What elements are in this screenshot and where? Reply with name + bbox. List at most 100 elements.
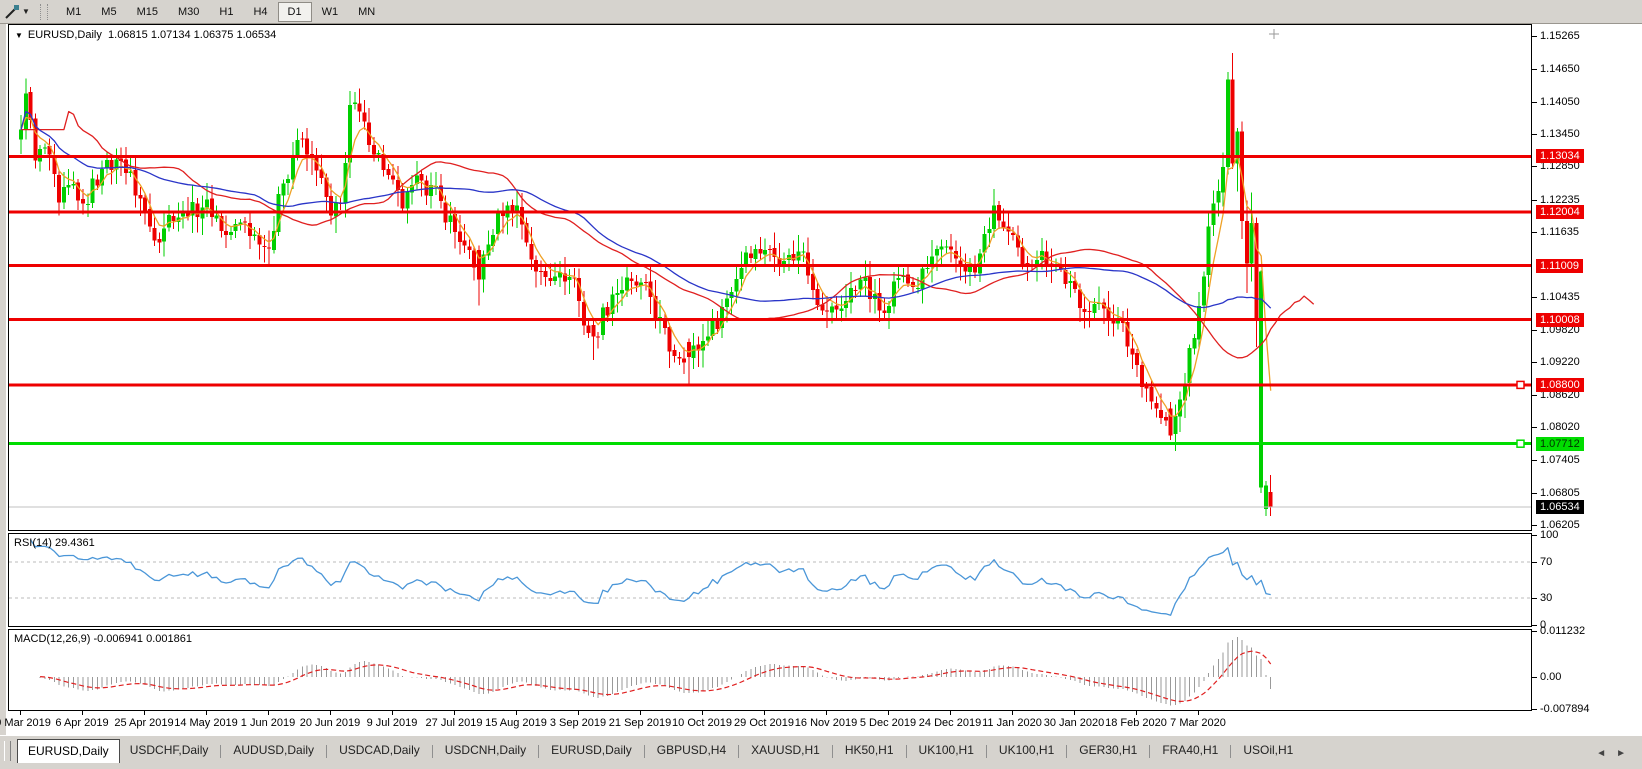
date-label: 27 Jul 2019 <box>425 717 483 729</box>
axis-tick-mark <box>1532 395 1537 396</box>
time-tick-mark <box>764 711 765 715</box>
toolbar-grip[interactable] <box>40 3 48 20</box>
chart-tab-audusd-daily[interactable]: AUDUSD,Daily <box>233 743 315 757</box>
date-label: 10 Oct 2019 <box>672 717 732 729</box>
chart-tabs: EURUSD,Daily USDCHF,Daily AUDUSD,Daily USDC… <box>17 739 1303 763</box>
price-axis-label: 1.09220 <box>1540 356 1580 368</box>
candlestick-chart[interactable] <box>9 25 1531 530</box>
chart-tab-uk100-h1[interactable]: UK100,H1 <box>998 743 1055 757</box>
timeframe-toolbar: ▼ M1 M5 M15 M30 H1 H4 D1 W1 MN <box>0 0 1642 24</box>
date-label: 21 Sep 2019 <box>608 717 672 729</box>
date-label: 14 May 2019 <box>174 717 238 729</box>
chart-symbol-caret[interactable]: ▼ <box>15 31 23 40</box>
date-label: 3 Sep 2019 <box>549 717 607 729</box>
date-label: 20 Jun 2019 <box>299 717 361 729</box>
toolbar-dropdown-caret[interactable]: ▼ <box>22 7 30 16</box>
axis-tick-mark <box>1532 362 1537 363</box>
chart-tab-xauusd-h1[interactable]: XAUUSD,H1 <box>751 743 820 757</box>
chart-symbol-label: EURUSD,Daily <box>27 29 102 41</box>
drawing-tool-icon[interactable] <box>2 3 22 21</box>
macd-label: MACD(12,26,9) -0.006941 0.001861 <box>14 633 192 645</box>
chart-tab-uk100-h1[interactable]: UK100,H1 <box>918 743 974 757</box>
axis-tick-mark <box>1532 677 1537 678</box>
price-axis-label: 1.14650 <box>1540 63 1580 75</box>
timeframe-button-m5[interactable]: M5 <box>101 5 117 18</box>
price-axis-label: 1.12235 <box>1540 194 1580 206</box>
price-axis-label: -0.007894 <box>1540 703 1590 715</box>
tab-scroll-right-icon[interactable]: ► <box>1616 748 1636 759</box>
axis-tick-mark <box>1532 69 1537 70</box>
price-axis[interactable]: 1.15265 1.14650 1.14050 1.13450 1.12850 1.122… <box>1532 24 1642 735</box>
tab-separator <box>538 745 540 758</box>
tabbar-grip[interactable] <box>4 741 11 761</box>
time-tick-mark <box>826 711 827 715</box>
timeframe-button-m1[interactable]: M1 <box>66 5 82 18</box>
axis-tick-mark <box>1532 166 1537 167</box>
chart-tab-usdcad-daily[interactable]: USDCAD,Daily <box>339 743 420 757</box>
time-tick-mark <box>702 711 703 715</box>
chart-tab-usdcnh-daily[interactable]: USDCNH,Daily <box>444 743 527 757</box>
price-axis-label: 0 <box>1540 619 1547 631</box>
current-price-label: 1.06534 <box>1536 500 1584 514</box>
rsi-plot[interactable] <box>9 534 1531 626</box>
rsi-label: RSI(14) 29.4361 <box>14 537 95 549</box>
tab-scroll-left-icon[interactable]: ◄ <box>1596 748 1617 759</box>
chart-tab-fra40-h1[interactable]: FRA40,H1 <box>1162 743 1219 757</box>
chart-tab-eurusd-daily[interactable]: EURUSD,Daily <box>551 743 632 757</box>
chart-tab-hk50-h1[interactable]: HK50,H1 <box>844 743 894 757</box>
time-tick-mark <box>516 711 517 715</box>
tab-separator <box>1230 745 1232 758</box>
price-axis-label: 70 <box>1540 556 1553 568</box>
timeframe-button-mn[interactable]: MN <box>358 5 376 18</box>
time-tick-mark <box>640 711 641 715</box>
macd-plot[interactable] <box>9 630 1531 710</box>
axis-tick-mark <box>1532 200 1537 201</box>
time-tick-mark <box>578 711 579 715</box>
chart-tab-eurusd-daily[interactable]: EURUSD,Daily <box>17 739 120 763</box>
chart-tab-usdchf-daily[interactable]: USDCHF,Daily <box>129 743 209 757</box>
axis-tick-mark <box>1532 460 1537 461</box>
tab-separator <box>1149 745 1151 758</box>
timeframe-button-m15[interactable]: M15 <box>136 5 158 18</box>
chart-tab-usoil-h1[interactable]: USOil,H1 <box>1243 743 1294 757</box>
chart-tab-gbpusd-h4[interactable]: GBPUSD,H4 <box>656 743 727 757</box>
date-label: 25 Apr 2019 <box>114 717 174 729</box>
time-tick-mark <box>1074 711 1075 715</box>
axis-tick-mark <box>1532 36 1537 37</box>
axis-tick-mark <box>1532 562 1537 563</box>
price-axis-label: 1.07405 <box>1540 454 1580 466</box>
timeframe-button-h4[interactable]: H4 <box>253 5 268 18</box>
price-axis-label: 1.14050 <box>1540 96 1580 108</box>
tab-separator <box>431 745 433 758</box>
timeframe-button-h1[interactable]: H1 <box>219 5 234 18</box>
timeframe-button-w1[interactable]: W1 <box>321 5 339 18</box>
axis-tick-mark <box>1532 330 1537 331</box>
chart-ohlc-values: 1.06815 1.07134 1.06375 1.06534 <box>108 29 277 41</box>
macd-panel[interactable]: MACD(12,26,9) -0.006941 0.001861 <box>8 629 1532 711</box>
time-tick-mark <box>1012 711 1013 715</box>
tab-separator <box>831 745 833 758</box>
time-tick-mark <box>888 711 889 715</box>
main-price-panel[interactable]: ▼ EURUSD,Daily 1.06815 1.07134 1.06375 1.… <box>8 24 1532 531</box>
time-tick-mark <box>392 711 393 715</box>
timeframe-button-m30[interactable]: M30 <box>177 5 200 18</box>
tab-separator <box>985 745 987 758</box>
tab-scroll-arrows[interactable]: ◄► <box>1596 748 1636 759</box>
price-line-label: 1.07712 <box>1536 437 1584 451</box>
axis-tick-mark <box>1532 625 1537 626</box>
price-axis-label: 1.11635 <box>1540 226 1579 238</box>
price-axis-label: 30 <box>1540 592 1553 604</box>
date-label: 6 Apr 2019 <box>55 717 109 729</box>
rsi-panel[interactable]: RSI(14) 29.4361 <box>8 533 1532 627</box>
timeframe-button-d1[interactable]: D1 <box>277 1 312 22</box>
price-axis-label: 1.10435 <box>1540 291 1580 303</box>
price-axis-label: 1.12850 <box>1540 160 1580 172</box>
price-line-label: 1.08800 <box>1536 378 1584 392</box>
tab-separator <box>220 745 222 758</box>
tab-separator <box>643 745 645 758</box>
chart-client-area: ▼ EURUSD,Daily 1.06815 1.07134 1.06375 1.… <box>0 24 1642 735</box>
chart-tab-ger30-h1[interactable]: GER30,H1 <box>1079 743 1138 757</box>
chart-title: ▼ EURUSD,Daily 1.06815 1.07134 1.06375 1.… <box>15 29 276 41</box>
